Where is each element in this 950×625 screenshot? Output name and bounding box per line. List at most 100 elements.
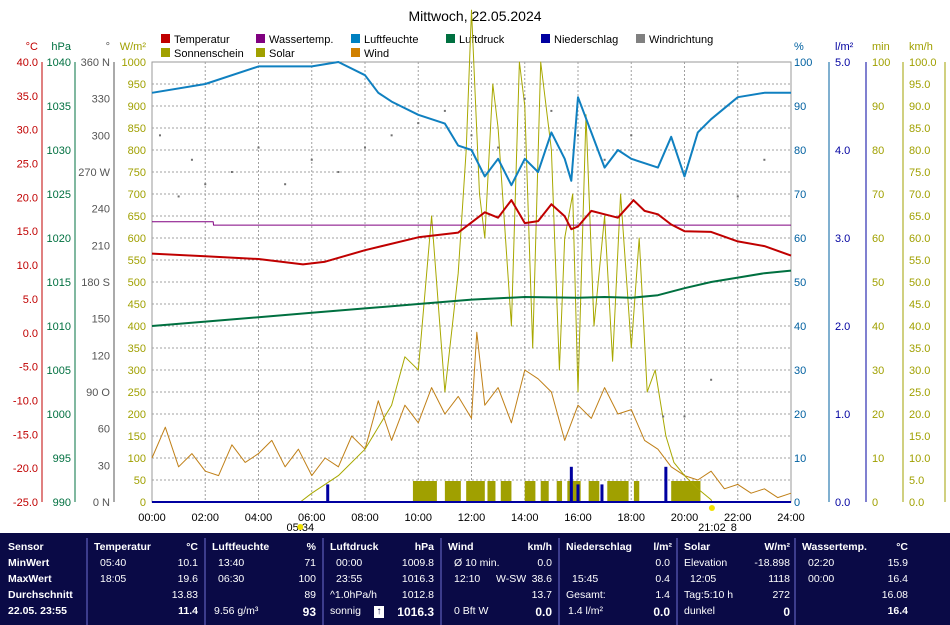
sunshine-bar (588, 481, 600, 501)
wind-direction-point (390, 134, 393, 137)
rain-total-label: Gesamt: (566, 589, 606, 601)
wind-direction-point (736, 195, 739, 198)
rain-max-value: 0.4 (655, 573, 670, 585)
solar-max-value: 1118 (768, 573, 790, 585)
rain-title: Niederschlag (566, 541, 632, 553)
chart-grid (151, 61, 792, 503)
wind-tick-label: 5.0 (909, 475, 924, 487)
solar-max-time: 12:05 (690, 573, 717, 585)
temp-tick-label: 35.0 (17, 91, 38, 103)
pressure-max-time: 23:55 (336, 573, 363, 585)
temp-tick-label: 40.0 (17, 57, 38, 69)
wind-tick-label: 70.0 (909, 189, 930, 201)
sun-tick-label: 10 (872, 453, 884, 465)
legend-label: Luftfeuchte (364, 34, 418, 46)
dir-tick-label: 30 (98, 460, 110, 472)
solar-tick-label: 850 (128, 123, 146, 135)
sun-tick-label: 50 (872, 277, 884, 289)
solar-tick-label: 700 (128, 189, 146, 201)
wind-tick-label: 60.0 (909, 233, 930, 245)
wind-tick-label: 80.0 (909, 145, 930, 157)
temperature-max-value: 19.6 (177, 573, 198, 585)
solar-tick-label: 50 (134, 475, 146, 487)
stats-panel: Sensor MinWert MaxWert Durchschnitt 22.0… (0, 533, 950, 625)
x-tick-label: 14:00 (511, 512, 539, 524)
press-tick-label: 990 (53, 497, 71, 509)
temp-tick-label: 20.0 (17, 192, 38, 204)
sunshine-bar (671, 481, 701, 501)
temperature-line (151, 199, 792, 266)
press-tick-label: 1025 (47, 189, 71, 201)
wind-tick-label: 0.0 (909, 497, 924, 509)
press-tick-label: 995 (53, 453, 71, 465)
x-tick-label: 00:00 (138, 512, 166, 524)
dir-tick-label: 180 S (81, 277, 110, 289)
hum-tick-label: 60 (794, 233, 806, 245)
stats-solar: Solar W/m² Elevation -18.898 12:05 1118 Tag… (678, 538, 796, 625)
wind-tick-label: 40.0 (909, 321, 930, 333)
max-label: MaxWert (8, 573, 52, 585)
humidity-line (151, 61, 791, 187)
wind-direction-point (523, 97, 526, 100)
wind-tick-label: 75.0 (909, 167, 930, 179)
solar-tick-label: 550 (128, 255, 146, 267)
press-tick-label: 1020 (47, 233, 71, 245)
sunshine-bar (487, 481, 496, 501)
wind-tick-label: 90.0 (909, 101, 930, 113)
wind-current: 0.0 (535, 605, 552, 619)
wind-tick-label: 85.0 (909, 123, 930, 135)
wind-tick-label: 95.0 (909, 79, 930, 91)
legend-swatch (446, 34, 455, 43)
wind-direction-point (577, 134, 579, 137)
pressure-max-value: 1016.3 (401, 573, 434, 585)
chart-title: Mittwoch, 22.05.2024 (408, 8, 541, 24)
wind-direction-point (230, 171, 233, 173)
wind-direction-point (364, 146, 366, 149)
solar-unit: W/m² (764, 541, 790, 553)
humidity-min-time: 13:40 (218, 557, 245, 569)
legend-swatch (541, 34, 550, 43)
temp-tick-label: 15.0 (17, 226, 38, 238)
dir-tick-label: 330 (92, 94, 110, 106)
water-unit: °C (896, 541, 908, 553)
x-tick-label: 12:00 (458, 512, 486, 524)
wind-direction-point (550, 109, 553, 112)
x-tick-label: 16:00 (564, 512, 592, 524)
wind-direction-point (497, 146, 500, 149)
sun-time-annotation: 21:02 (698, 522, 726, 533)
min-label: MinWert (8, 557, 50, 569)
water-temperature-line (152, 221, 791, 226)
wind-direction-point (204, 183, 207, 186)
wind-tick-label: 55.0 (909, 255, 930, 267)
water-title: Wassertemp. (802, 541, 867, 553)
temperature-min-value: 10.1 (177, 557, 198, 569)
sunshine-bar (556, 481, 563, 501)
temp-tick-label: -20.0 (13, 463, 38, 475)
wind-direction-point (190, 158, 193, 161)
legend-label: Sonnenschein (174, 48, 244, 60)
temperature-max-time: 18:05 (100, 573, 127, 585)
temperature-unit: °C (186, 541, 198, 553)
pressure-avg: 1012.8 (401, 589, 434, 601)
sunshine-bar (607, 481, 629, 501)
wind-tick-label: 10.0 (909, 453, 930, 465)
wind-direction-point (710, 378, 713, 381)
dir-tick-label: 120 (92, 350, 110, 362)
temp-tick-label: -10.0 (13, 395, 38, 407)
temp-tick-label: 5.0 (23, 294, 38, 306)
temp-tick-label: -15.0 (13, 429, 38, 441)
sunshine-bar (466, 481, 485, 501)
legend-label: Niederschlag (554, 34, 618, 46)
sun-time-annotation: 8 (731, 522, 737, 533)
sunrise-marker (297, 524, 304, 530)
hum-tick-label: 90 (794, 101, 806, 113)
humidity-min-value: 71 (304, 557, 316, 569)
solar-tick-label: 300 (128, 365, 146, 377)
sun-tick-label: 40 (872, 321, 884, 333)
press-tick-label: 1005 (47, 365, 71, 377)
solar-tick-label: 400 (128, 321, 146, 333)
chart-axes: 40.0 35.0 30.0 25.0 20.0 15.0 10.0 5.0 0.0 -5.0 -1… (13, 41, 946, 509)
solar-elevation-label: Elevation (684, 557, 728, 569)
dir-tick-label: 240 (92, 204, 110, 216)
water-min-value: 15.9 (887, 557, 908, 569)
